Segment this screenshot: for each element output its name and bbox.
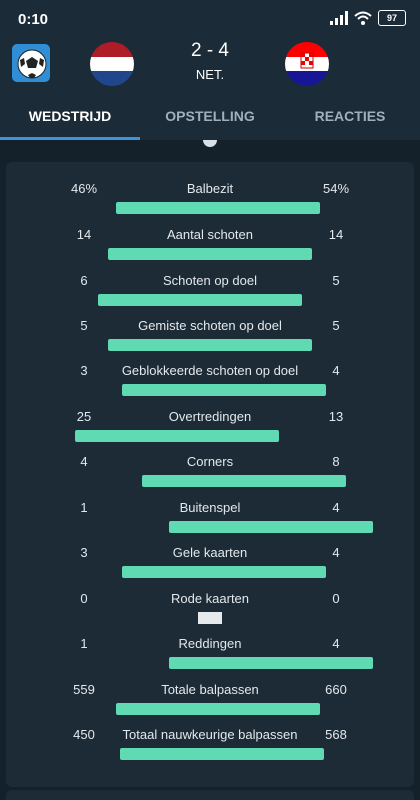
stat-bar <box>120 748 324 760</box>
stat-away-value: 568 <box>325 727 347 742</box>
stat-row: 14 Aantal schoten 14 <box>6 227 414 273</box>
stat-away-value: 4 <box>332 636 340 651</box>
stat-away-value: 5 <box>332 273 340 288</box>
stat-bar <box>122 566 326 578</box>
scroll-indicator <box>203 140 217 147</box>
tab-reacties[interactable]: REACTIES <box>314 108 386 124</box>
stat-label: Schoten op doel <box>163 273 257 288</box>
stat-row: 0 Rode kaarten 0 <box>6 591 414 637</box>
stat-away-value: 660 <box>325 682 347 697</box>
stat-home-value: 559 <box>73 682 95 697</box>
croatia-flag-icon[interactable] <box>285 42 329 86</box>
netherlands-flag-icon[interactable] <box>90 42 134 86</box>
stat-away-value: 13 <box>328 409 344 424</box>
stat-home-value: 1 <box>80 636 88 651</box>
stat-label: Overtredingen <box>168 409 252 424</box>
wifi-icon <box>354 11 372 25</box>
stat-home-value: 14 <box>76 227 92 242</box>
match-score: 2 - 4 <box>190 40 230 61</box>
status-bar: 0:10 97 <box>0 0 420 36</box>
stat-bar <box>198 612 222 624</box>
stat-row: 1 Reddingen 4 <box>6 636 414 682</box>
stat-away-value: 0 <box>332 591 340 606</box>
stat-row: 25 Overtredingen 13 <box>6 409 414 455</box>
tab-bar: WEDSTRIJD OPSTELLING REACTIES <box>0 92 420 140</box>
stat-bar <box>122 384 326 396</box>
stat-label: Reddingen <box>178 636 242 651</box>
next-card-edge <box>6 790 414 800</box>
stat-home-value: 4 <box>80 454 88 469</box>
stat-label: Aantal schoten <box>166 227 253 242</box>
stat-home-value: 25 <box>76 409 92 424</box>
stat-row: 559 Totale balpassen 660 <box>6 682 414 728</box>
stat-label: Buitenspel <box>179 500 241 515</box>
stat-home-value: 3 <box>80 545 88 560</box>
stat-row: 4 Corners 8 <box>6 454 414 500</box>
stat-home-value: 5 <box>80 318 88 333</box>
stat-bar <box>108 339 312 351</box>
stat-label: Totale balpassen <box>161 682 259 697</box>
stat-label: Corners <box>186 454 234 469</box>
stat-bar <box>108 248 312 260</box>
stat-label: Balbezit <box>186 181 234 196</box>
stat-bar <box>116 703 320 715</box>
status-time: 0:10 <box>18 11 49 28</box>
stat-bar <box>169 657 373 669</box>
stat-label: Gele kaarten <box>172 545 248 560</box>
stat-away-value: 8 <box>332 454 340 469</box>
stat-bar <box>142 475 346 487</box>
stat-home-value: 3 <box>80 363 88 378</box>
stat-row: 3 Gele kaarten 4 <box>6 545 414 591</box>
signal-icon <box>330 11 348 25</box>
stat-row: 1 Buitenspel 4 <box>6 500 414 546</box>
battery-indicator: 97 <box>378 10 406 26</box>
stat-row: 6 Schoten op doel 5 <box>6 273 414 319</box>
stat-bar <box>75 430 279 442</box>
stat-away-value: 54% <box>322 181 350 196</box>
stat-label: Rode kaarten <box>170 591 250 606</box>
tab-indicator <box>0 137 140 140</box>
stat-home-value: 46% <box>70 181 98 196</box>
stat-home-value: 1 <box>80 500 88 515</box>
stat-away-value: 5 <box>332 318 340 333</box>
stat-away-value: 4 <box>332 545 340 560</box>
soccer-ball-icon[interactable] <box>12 44 50 82</box>
stat-label: Geblokkeerde schoten op doel <box>121 363 299 378</box>
stat-home-value: 6 <box>80 273 88 288</box>
match-header: 2 - 4 NET. <box>0 36 420 92</box>
tab-wedstrijd[interactable]: WEDSTRIJD <box>28 108 112 124</box>
tab-opstelling[interactable]: OPSTELLING <box>165 108 255 124</box>
stat-row: 46% Balbezit 54% <box>6 181 414 227</box>
stat-row: 5 Gemiste schoten op doel 5 <box>6 318 414 364</box>
stats-card: 46% Balbezit 54% 14 Aantal schoten 14 6 … <box>6 162 414 787</box>
stat-label: Gemiste schoten op doel <box>138 318 282 333</box>
stat-away-value: 14 <box>328 227 344 242</box>
stat-away-value: 4 <box>332 363 340 378</box>
stat-home-value: 450 <box>73 727 95 742</box>
stat-row: 3 Geblokkeerde schoten op doel 4 <box>6 363 414 409</box>
stat-bar <box>169 521 373 533</box>
status-icons: 97 <box>330 10 406 26</box>
match-status: NET. <box>195 67 225 82</box>
stat-row: 450 Totaal nauwkeurige balpassen 568 <box>6 727 414 773</box>
stat-home-value: 0 <box>80 591 88 606</box>
stat-away-value: 4 <box>332 500 340 515</box>
stat-bar <box>98 294 302 306</box>
stat-bar <box>116 202 320 214</box>
stat-label: Totaal nauwkeurige balpassen <box>122 727 298 742</box>
